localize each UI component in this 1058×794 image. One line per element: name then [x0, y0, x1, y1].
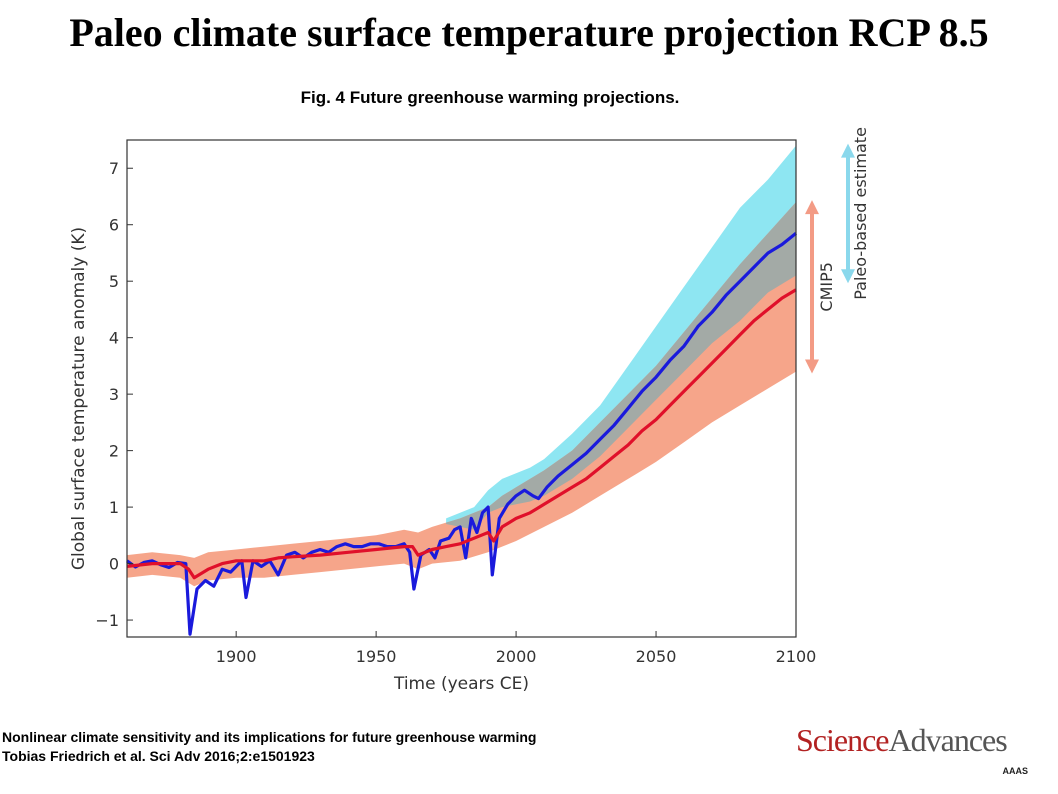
x-tick-label: 2100: [776, 647, 817, 666]
x-tick-label: 1900: [216, 647, 257, 666]
series-lines: [126, 231, 798, 636]
citation-title: Nonlinear climate sensitivity and its im…: [2, 729, 537, 745]
aaas-mark: AAAS: [1002, 766, 1028, 776]
uncertainty-bands: [127, 145, 796, 587]
paleo-range-label: Paleo-based estimate: [851, 127, 870, 300]
y-tick-label: 0: [109, 555, 119, 574]
arrow-head-down: [805, 359, 819, 374]
slide-title: Paleo climate surface temperature projec…: [69, 10, 989, 55]
x-axis-label: Time (years CE): [393, 674, 529, 694]
citation: Nonlinear climate sensitivity and its im…: [2, 728, 536, 766]
cmip5-range-label: CMIP5: [817, 262, 836, 312]
y-tick-label: 2: [109, 442, 119, 461]
x-tick-label: 2000: [496, 647, 537, 666]
paleo-mean-line: [126, 231, 798, 636]
y-tick-label: 1: [109, 498, 119, 517]
x-axis: 1900 1950 2000 2050 2100: [216, 631, 817, 666]
cmip5-range-arrow: [805, 200, 819, 374]
cmip5-range-band: [127, 202, 796, 587]
arrow-head-up: [805, 200, 819, 215]
y-tick-label: 4: [109, 329, 119, 348]
logo-wordmark: ScienceAdvances: [796, 722, 1032, 759]
x-tick-label: 2050: [636, 647, 677, 666]
range-annotations: CMIP5 Paleo-based estimate: [805, 127, 870, 374]
arrow-head-up: [841, 143, 855, 158]
plot-frame: [126, 139, 797, 638]
logo-science: Science: [796, 722, 889, 758]
y-tick-label: 5: [109, 272, 119, 291]
x-tick-label: 1950: [356, 647, 397, 666]
figure-caption: Fig. 4 Future greenhouse warming project…: [300, 88, 680, 107]
y-axis: −1 0 1 2 3 4 5 6 7: [95, 159, 133, 630]
y-tick-label: 6: [109, 216, 119, 235]
y-tick-label: −1: [95, 611, 119, 630]
paleo-range-arrow: [841, 143, 855, 284]
cmip5-mean-line: [126, 288, 797, 580]
science-advances-logo: ScienceAdvances AAAS: [796, 722, 1032, 782]
y-tick-label: 3: [109, 385, 119, 404]
y-axis-label: Global surface temperature anomaly (K): [69, 227, 89, 570]
citation-authors: Tobias Friedrich et al. Sci Adv 2016;2:e…: [2, 748, 315, 764]
arrow-head-down: [841, 269, 855, 284]
logo-advances: Advances: [888, 722, 1008, 758]
y-tick-label: 7: [109, 159, 119, 178]
